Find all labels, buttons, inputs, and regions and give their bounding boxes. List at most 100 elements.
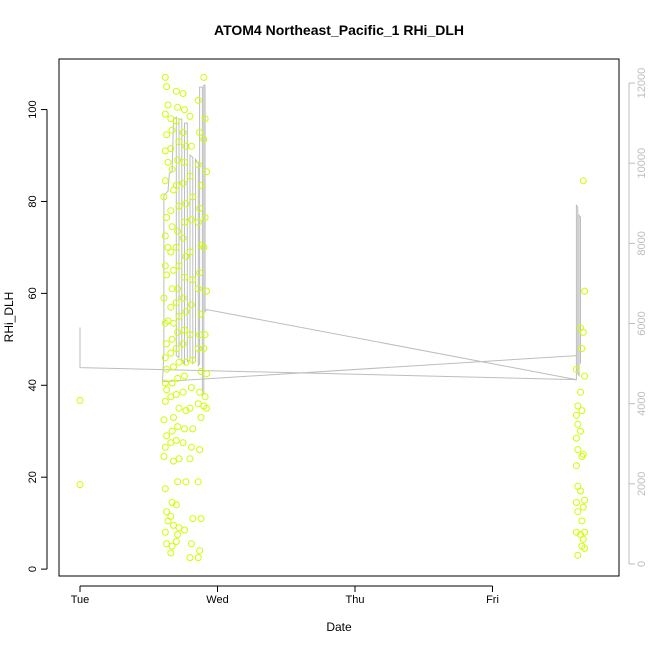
rhi-data-point (186, 172, 194, 180)
rhi-data-point (574, 420, 582, 428)
rhi-data-point (161, 485, 169, 493)
rhi-data-point (181, 326, 188, 334)
rhi-data-point (175, 312, 183, 320)
rhi-data-point (174, 328, 182, 336)
rhi-data-point (579, 328, 587, 336)
rhi-data-point (172, 391, 180, 398)
x-tick-label: Tue (71, 594, 90, 606)
rhi-data-point (581, 287, 589, 295)
rhi-data-point (182, 253, 190, 261)
rhi-data-point (167, 145, 175, 153)
rhi-data-point (160, 294, 168, 302)
x-tick-label: Fri (486, 594, 499, 606)
rhi-data-point (181, 158, 188, 166)
rhi-data-point (167, 303, 175, 311)
rhi-data-point (167, 512, 175, 520)
rhi-data-point (168, 223, 176, 231)
rhi-data-point (175, 455, 183, 463)
rhi-data-point (172, 87, 180, 95)
right-tick-label: 10000 (636, 148, 648, 179)
rhi-data-point (578, 345, 586, 352)
rhi-data-point (196, 204, 204, 212)
rhi-data-point (167, 549, 175, 557)
rhi-data-point (163, 83, 171, 91)
rhi-data-point (163, 386, 171, 394)
rhi-data-point (168, 165, 176, 173)
rhi-data-point (161, 262, 169, 270)
rhi-data-point (574, 551, 582, 559)
x-tick-label: Thu (346, 594, 365, 606)
left-tick-label: 0 (27, 566, 39, 572)
rhi-data-point (174, 423, 182, 431)
rhi-data-point (572, 499, 580, 506)
rhi-data-point (181, 273, 188, 281)
right-tick-label: 6000 (636, 311, 648, 335)
rhi-data-point (200, 73, 208, 81)
rhi-data-point (186, 554, 194, 562)
rhi-data-point (76, 396, 84, 404)
rhi-data-point (181, 526, 188, 534)
rhi-data-point (174, 227, 182, 235)
rhi-data-point (163, 271, 171, 279)
rhi-data-point (574, 402, 582, 410)
rhi-data-point (197, 181, 205, 189)
rhi-data-point (172, 436, 180, 444)
rhi-data-point (161, 73, 169, 81)
rhi-data-point (160, 416, 168, 424)
rhi-data-point (197, 310, 205, 318)
rhi-data-point (179, 439, 187, 447)
rhi-points-layer (76, 73, 589, 562)
rhi-data-point (189, 425, 197, 433)
left-tick-label: 60 (27, 287, 39, 299)
left-tick-label: 40 (27, 379, 39, 391)
rhi-data-point (201, 331, 209, 339)
rhi-data-point (181, 425, 188, 433)
rhi-data-point (172, 243, 180, 251)
chart-title: ATOM4 Northeast_Pacific_1 RHi_DLH (214, 22, 464, 38)
rhi-data-point (175, 262, 183, 270)
right-tick-label: 8000 (636, 231, 648, 255)
altitude-line-layer (79, 84, 581, 398)
rhi-data-point (203, 404, 210, 412)
rhi-data-point (161, 397, 169, 405)
rhi-data-point (174, 156, 182, 164)
y-axis-label: RHi_DLH (2, 292, 16, 343)
rhi-data-point (172, 117, 180, 125)
rhi-data-point (201, 115, 209, 123)
rhi-data-point (572, 365, 580, 373)
altitude-line (79, 84, 581, 398)
rhi-data-point (179, 234, 187, 242)
rhi-data-point (179, 388, 187, 396)
rhi-data-point (179, 179, 187, 187)
rhi-data-point (179, 294, 187, 302)
right-tick-label: 12000 (636, 68, 648, 99)
rhi-data-point (175, 358, 183, 366)
rhi-data-point (572, 434, 580, 442)
right-tick-label: 4000 (636, 391, 648, 415)
rhi-data-point (203, 168, 210, 176)
rhi-data-point (579, 535, 587, 543)
rhi-data-point (168, 542, 176, 550)
x-axis-label: Date (326, 620, 352, 634)
rhi-data-point (182, 358, 190, 366)
rhi-data-point (578, 517, 586, 525)
rhi-data-point (581, 528, 589, 536)
rhi-data-point (170, 266, 177, 274)
rhi-data-point (194, 218, 202, 226)
rhi-data-point (203, 287, 210, 295)
rhi-data-point (194, 554, 202, 562)
rhi-data-point (200, 345, 208, 352)
plot-frame (58, 58, 620, 577)
rhi-data-point (194, 478, 202, 486)
rhi-data-point (179, 90, 187, 97)
rhi-data-point (175, 138, 183, 146)
rhi-data-point (179, 129, 187, 136)
rhi-data-point (181, 372, 188, 380)
rhi-data-point (174, 285, 182, 293)
rhi-data-point (187, 142, 195, 150)
rhi-data-point (200, 243, 208, 251)
rhi-data-point (182, 478, 190, 486)
rhi-data-point (174, 103, 182, 111)
rhi-data-point (578, 407, 586, 415)
